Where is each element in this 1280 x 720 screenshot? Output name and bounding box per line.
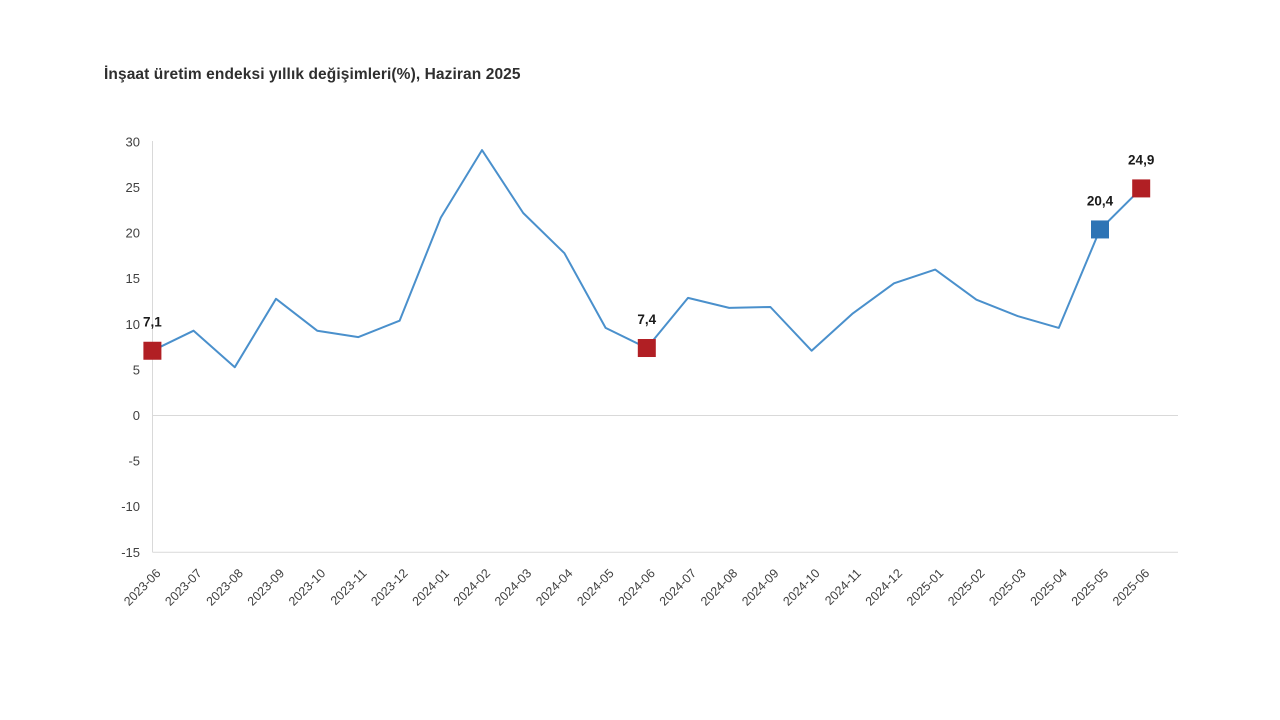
x-axis-tick-label: 2023-09 [245,566,287,608]
y-axis-tick-label: -10 [121,499,140,514]
x-axis-tick-label: 2024-10 [780,566,822,608]
y-axis-tick-label: 0 [133,408,140,423]
x-axis-tick-label: 2025-02 [945,566,987,608]
data-point-label: 20,4 [1087,193,1114,208]
x-axis-tick-label: 2023-11 [328,566,370,608]
x-axis-tick-label: 2024-12 [863,566,905,608]
x-axis-tick-label: 2025-01 [904,566,946,608]
x-axis-tick-label: 2024-04 [533,566,575,608]
red-square-marker [1132,179,1151,198]
data-point-label: 24,9 [1128,152,1154,167]
y-axis-tick-label: -5 [128,454,140,469]
x-axis-tick-label: 2023-07 [162,566,204,608]
y-axis-tick-label: 30 [126,134,140,149]
y-axis-tick-label: 25 [126,180,140,195]
x-axis-tick-label: 2024-03 [492,566,534,608]
x-axis-tick-label: 2024-11 [822,566,864,608]
x-axis-tick-label: 2025-06 [1110,566,1152,608]
y-axis-tick-label: 10 [126,317,140,332]
x-axis-tick-label: 2024-08 [698,566,740,608]
x-axis-tick-label: 2023-12 [368,566,410,608]
x-axis-tick-label: 2024-06 [616,566,658,608]
x-axis-tick-label: 2024-05 [574,566,616,608]
x-axis-tick-label: 2025-03 [986,566,1028,608]
y-axis-tick-label: 5 [133,362,140,377]
red-square-marker [637,339,656,358]
x-axis-tick-label: 2024-07 [657,566,699,608]
x-axis-tick-label: 2025-04 [1028,566,1070,608]
x-axis-tick-label: 2024-09 [739,566,781,608]
y-axis-tick-label: 15 [126,271,140,286]
data-point-label: 7,4 [637,312,656,327]
y-axis-tick-label: 20 [126,226,140,241]
x-axis-tick-label: 2024-01 [410,566,452,608]
x-axis-tick-label: 2023-10 [286,566,328,608]
red-square-marker [143,341,162,360]
data-point-label: 7,1 [143,315,162,330]
x-axis-tick-label: 2023-08 [204,566,246,608]
x-axis-tick-label: 2024-02 [451,566,493,608]
data-series-line [151,149,1143,369]
y-axis-tick-label: -15 [121,545,140,560]
x-axis-tick-label: 2025-05 [1069,566,1111,608]
x-axis-tick-label: 2023-06 [121,566,163,608]
blue-square-marker [1091,220,1109,239]
chart-title: İnşaat üretim endeksi yıllık değişimleri… [104,66,521,83]
